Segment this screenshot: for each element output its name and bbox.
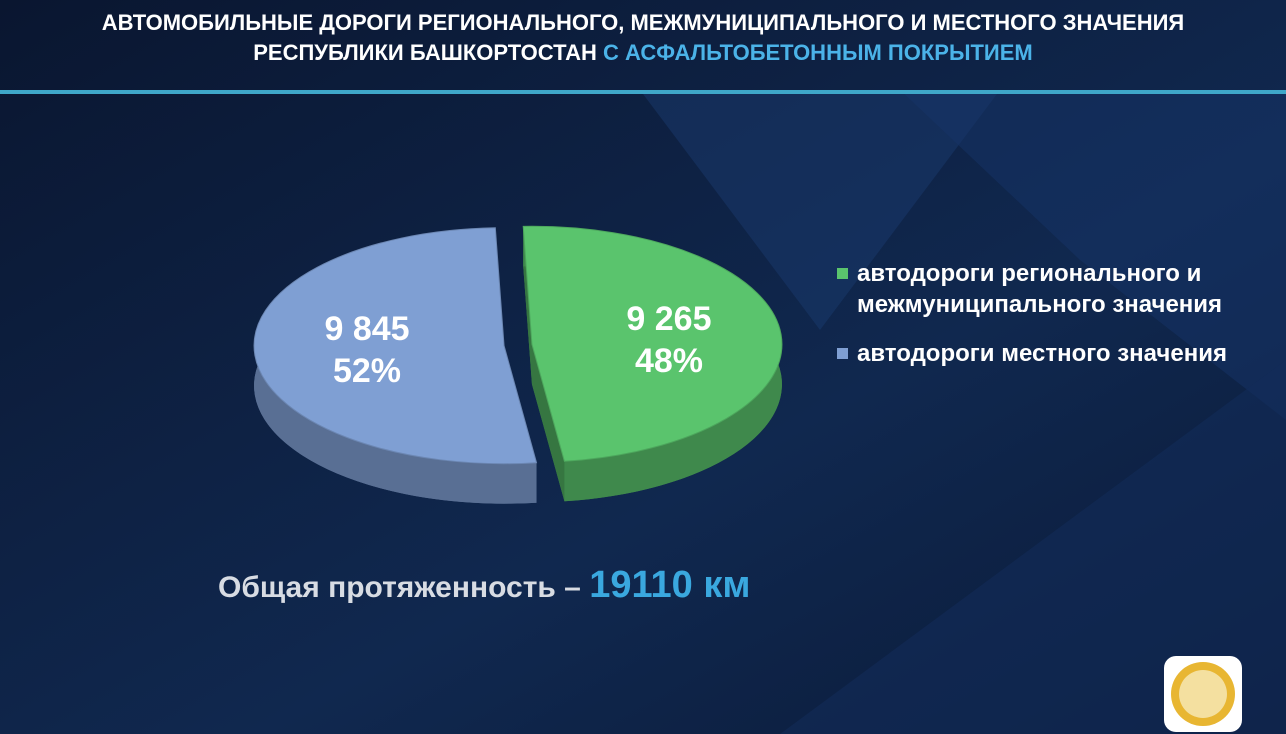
value-label: 9 265 (626, 300, 711, 338)
bg-shape (900, 90, 1286, 420)
bg-shape (780, 360, 1286, 734)
subtitle: РЕСПУБЛИКИ БАШКОРТОСТАН С АСФАЛЬТОБЕТОНН… (0, 40, 1286, 66)
emblem-inner (1179, 670, 1227, 718)
subtitle-highlight: С АСФАЛЬТОБЕТОННЫМ ПОКРЫТИЕМ (603, 40, 1033, 65)
legend-label: автодороги местного значения (857, 340, 1227, 367)
legend: автодороги регионального и межмуниципаль… (835, 258, 1255, 387)
legend-label: автодороги регионального и межмуниципаль… (857, 260, 1223, 318)
header-line (0, 90, 1286, 94)
bg-shape (640, 90, 1000, 330)
legend-swatch (837, 348, 848, 359)
pie-slice (253, 227, 538, 465)
subtitle-text: РЕСПУБЛИКИ БАШКОРТОСТАН (253, 40, 597, 65)
value-label: 9 845 (324, 310, 409, 348)
legend-item: автодороги местного значения (835, 338, 1255, 369)
legend-item: автодороги регионального и межмуниципаль… (835, 258, 1255, 320)
total-label: Общая протяженность – (218, 571, 581, 604)
percent-label: 52% (333, 352, 401, 390)
title: АВТОМОБИЛЬНЫЕ ДОРОГИ РЕГИОНАЛЬНОГО, МЕЖМ… (101, 10, 1185, 35)
pie-slice (522, 225, 783, 462)
percent-label: 48% (635, 342, 703, 380)
legend-swatch (837, 268, 848, 279)
pie-edge (531, 344, 565, 502)
total-value: 19110 км (589, 564, 751, 606)
total: Общая протяженность – 19110 км (218, 564, 750, 607)
